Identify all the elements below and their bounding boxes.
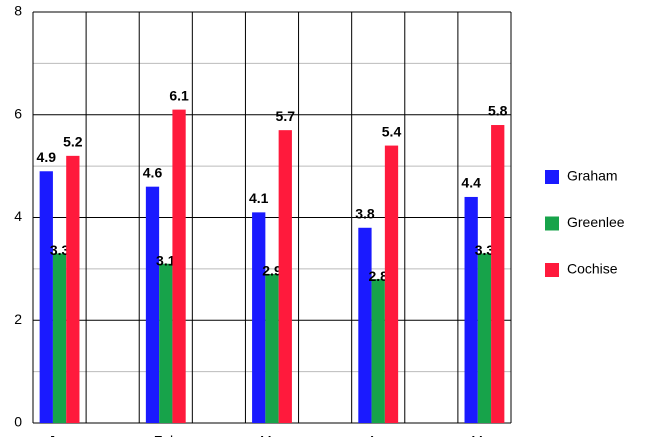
x-tick-label: Feb	[154, 433, 178, 437]
y-tick-label: 6	[14, 105, 22, 121]
value-label: 4.1	[249, 190, 269, 206]
bar	[491, 125, 505, 424]
bar	[358, 227, 372, 423]
legend-label: Graham	[567, 168, 618, 184]
y-tick-label: 4	[14, 208, 22, 224]
value-label: 5.8	[488, 103, 508, 119]
x-tick-label: Apr	[367, 433, 389, 437]
bar	[159, 263, 173, 423]
x-tick-label: Mar	[260, 433, 284, 437]
value-label: 4.4	[461, 175, 481, 191]
legend-swatch	[545, 170, 559, 184]
y-tick-label: 0	[14, 414, 22, 430]
bar	[172, 109, 186, 424]
value-label: 6.1	[169, 87, 189, 103]
bar	[145, 186, 160, 423]
bar	[384, 145, 399, 423]
legend-swatch	[545, 216, 559, 231]
value-label: 2.9	[262, 263, 282, 279]
value-label: 5.2	[63, 134, 83, 150]
bar	[464, 196, 478, 423]
bar	[52, 253, 67, 423]
bar	[252, 212, 266, 423]
value-label: 3.1	[156, 252, 176, 268]
x-tick-label: Jan	[48, 433, 71, 437]
legend-label: Cochise	[567, 261, 618, 277]
bar	[477, 253, 492, 423]
value-label: 3.3	[50, 242, 70, 258]
value-label: 5.7	[276, 108, 296, 124]
y-tick-label: 2	[14, 311, 22, 327]
x-tick-label: May	[471, 433, 497, 437]
bar	[278, 130, 292, 423]
legend-label: Greenlee	[567, 214, 625, 230]
value-label: 4.6	[143, 164, 163, 180]
legend-swatch	[545, 263, 559, 277]
bar	[265, 274, 279, 423]
bar	[371, 279, 385, 423]
y-tick-label: 8	[14, 3, 22, 19]
bar	[39, 171, 53, 423]
value-label: 5.4	[382, 123, 402, 139]
value-label: 4.9	[37, 149, 57, 165]
bar	[66, 155, 80, 423]
value-label: 2.8	[368, 268, 388, 284]
value-label: 3.8	[355, 205, 375, 221]
value-label: 3.3	[475, 242, 495, 258]
